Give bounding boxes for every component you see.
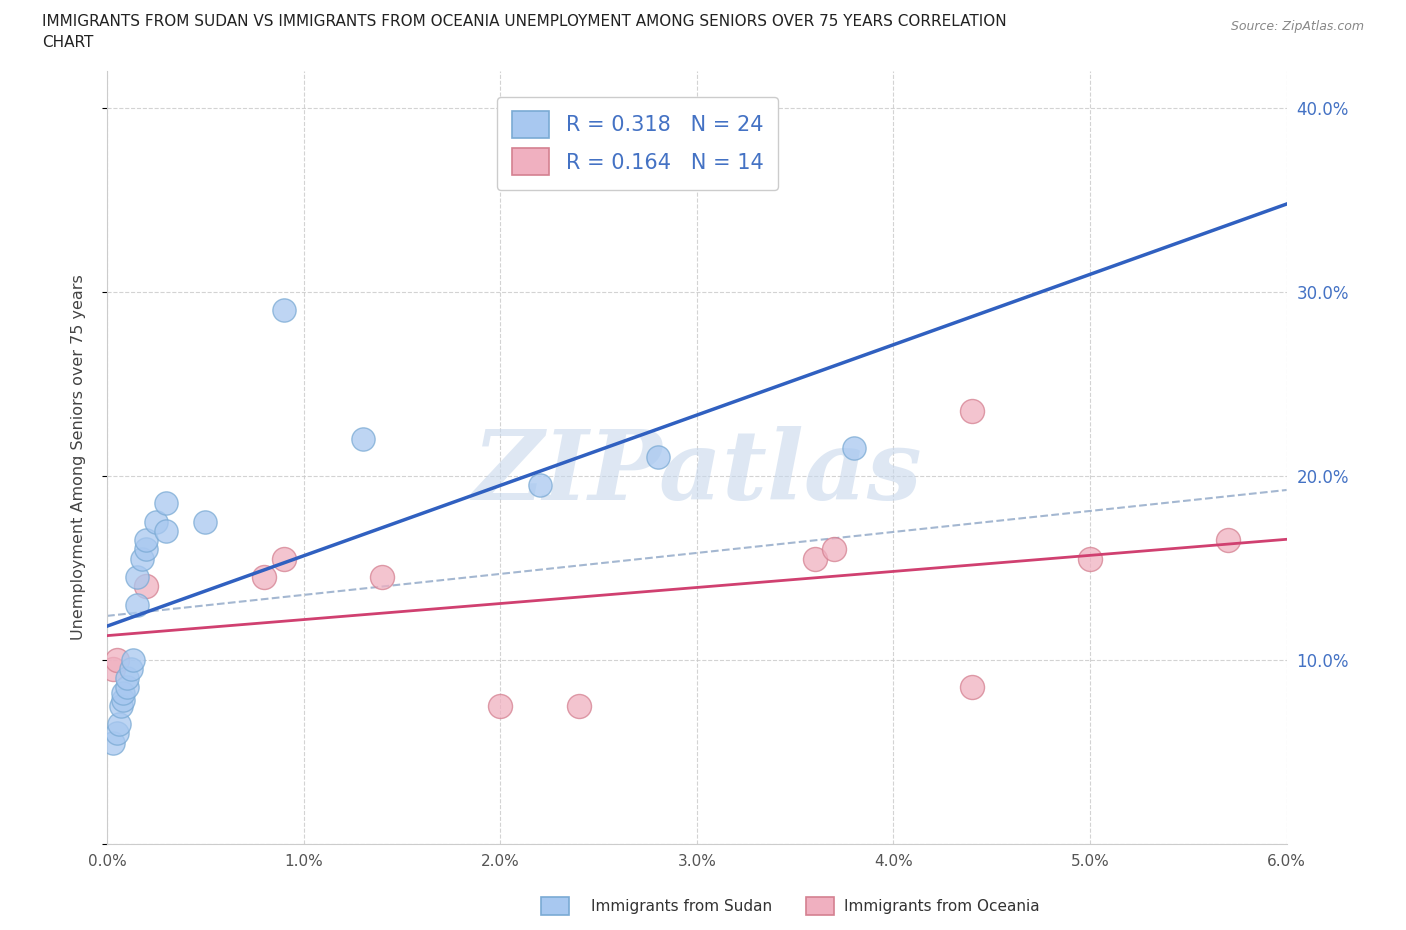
- Point: [273, 551, 295, 566]
- Point: [647, 450, 669, 465]
- Point: [110, 698, 132, 713]
- Point: [352, 432, 374, 446]
- Point: [101, 661, 124, 676]
- Point: [273, 302, 295, 317]
- Point: [960, 404, 983, 418]
- Point: [125, 597, 148, 612]
- Point: [131, 551, 153, 566]
- Point: [568, 698, 591, 713]
- Point: [135, 542, 157, 557]
- Point: [115, 680, 138, 695]
- Point: [111, 693, 134, 708]
- Point: [1078, 551, 1101, 566]
- Text: ZIPatlas: ZIPatlas: [472, 426, 922, 520]
- Point: [960, 680, 983, 695]
- Point: [115, 671, 138, 685]
- Point: [253, 569, 276, 584]
- Point: [105, 726, 128, 741]
- Point: [145, 514, 167, 529]
- Text: IMMIGRANTS FROM SUDAN VS IMMIGRANTS FROM OCEANIA UNEMPLOYMENT AMONG SENIORS OVER: IMMIGRANTS FROM SUDAN VS IMMIGRANTS FROM…: [42, 14, 1007, 29]
- Point: [371, 569, 394, 584]
- Point: [135, 533, 157, 548]
- Point: [823, 542, 845, 557]
- Point: [529, 477, 551, 492]
- Point: [121, 652, 143, 667]
- Point: [155, 496, 177, 511]
- Text: Source: ZipAtlas.com: Source: ZipAtlas.com: [1230, 20, 1364, 33]
- Point: [135, 578, 157, 593]
- Point: [155, 524, 177, 538]
- Point: [105, 652, 128, 667]
- Point: [194, 514, 217, 529]
- Point: [120, 661, 142, 676]
- Point: [125, 569, 148, 584]
- Point: [108, 717, 131, 732]
- Text: CHART: CHART: [42, 35, 94, 50]
- Point: [111, 685, 134, 700]
- Point: [101, 735, 124, 750]
- Point: [804, 551, 827, 566]
- Point: [489, 698, 512, 713]
- Text: Immigrants from Oceania: Immigrants from Oceania: [844, 899, 1039, 914]
- Y-axis label: Unemployment Among Seniors over 75 years: Unemployment Among Seniors over 75 years: [72, 274, 86, 640]
- Text: Immigrants from Sudan: Immigrants from Sudan: [591, 899, 772, 914]
- Point: [1216, 533, 1239, 548]
- Legend: R = 0.318   N = 24, R = 0.164   N = 14: R = 0.318 N = 24, R = 0.164 N = 14: [498, 97, 779, 190]
- Point: [842, 441, 865, 456]
